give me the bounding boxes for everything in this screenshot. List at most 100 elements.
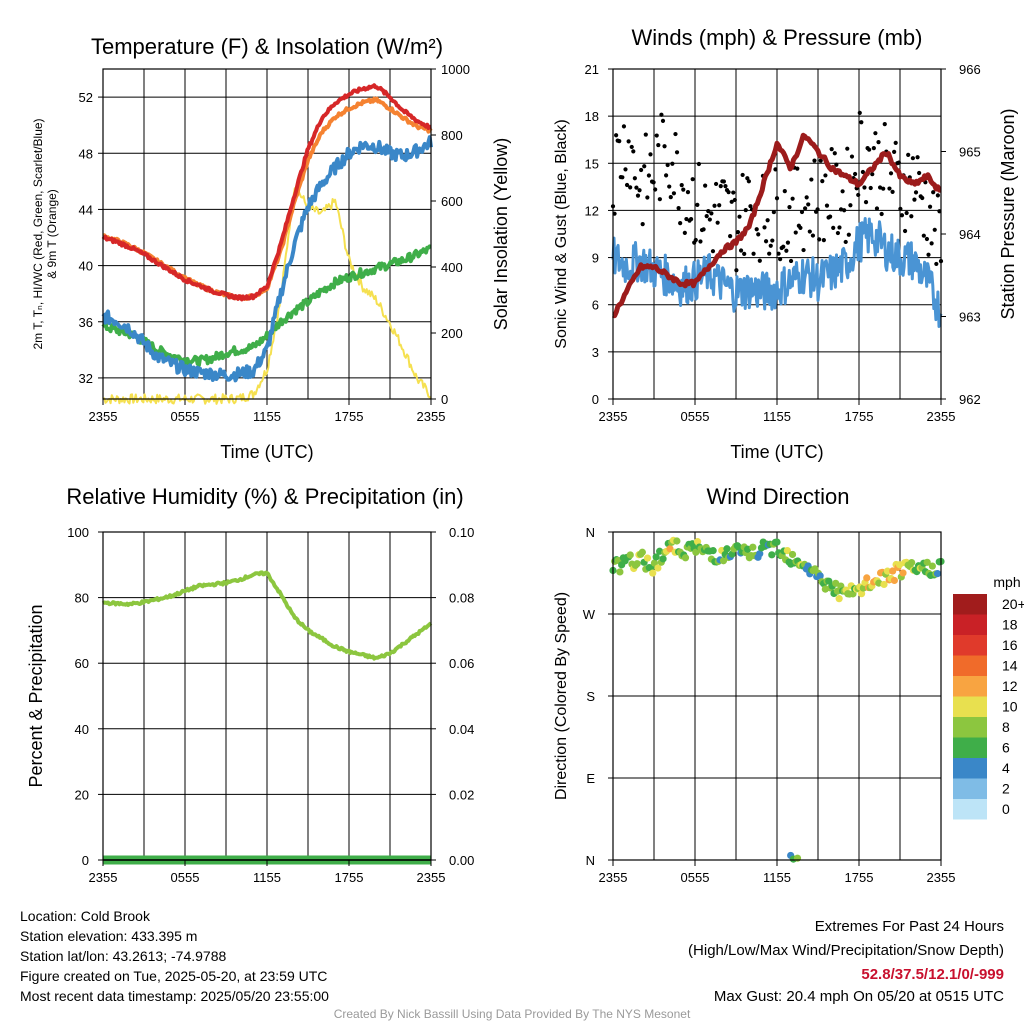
gust-point bbox=[648, 152, 653, 157]
y2-tick-label: 0.02 bbox=[449, 787, 474, 802]
gust-point bbox=[935, 193, 940, 198]
legend-swatch bbox=[953, 676, 987, 697]
gust-point bbox=[664, 173, 669, 178]
direction-point bbox=[783, 546, 791, 555]
direction-point bbox=[650, 559, 659, 567]
legend-label: 18 bbox=[1002, 617, 1018, 633]
legend-label: 12 bbox=[1002, 678, 1018, 694]
gust-point bbox=[829, 147, 834, 152]
gust-point bbox=[798, 225, 803, 231]
gust-point bbox=[696, 161, 702, 167]
direction-point bbox=[923, 558, 931, 566]
gust-point bbox=[704, 214, 709, 219]
direction-point bbox=[883, 567, 892, 575]
gust-point bbox=[795, 166, 800, 171]
legend-swatch bbox=[953, 696, 987, 717]
x-tick-label: 1755 bbox=[335, 409, 364, 424]
gust-point bbox=[673, 131, 678, 137]
gust-point bbox=[876, 140, 881, 145]
gust-point bbox=[734, 268, 739, 273]
gust-point bbox=[626, 139, 631, 144]
pressure-line bbox=[611, 132, 942, 319]
gust-point bbox=[639, 167, 644, 173]
direction-point bbox=[649, 569, 657, 577]
gust-point bbox=[738, 248, 744, 253]
y-tick-label: 48 bbox=[79, 146, 93, 161]
gust-point bbox=[887, 186, 892, 191]
gust-point bbox=[832, 151, 837, 156]
gust-point bbox=[660, 118, 666, 123]
gust-point bbox=[742, 251, 747, 256]
direction-point bbox=[666, 545, 674, 553]
gust-point bbox=[709, 211, 714, 216]
gust-point bbox=[799, 209, 805, 215]
gust-point bbox=[815, 207, 820, 212]
direction-point bbox=[928, 562, 936, 570]
y-tick-label: W bbox=[583, 607, 596, 622]
x-tick-label: 0555 bbox=[171, 870, 200, 885]
x-tick-label: 0555 bbox=[171, 409, 200, 424]
y2-tick-label: 966 bbox=[959, 62, 981, 77]
gust-point bbox=[715, 220, 720, 225]
gust-point bbox=[756, 232, 761, 237]
gust-point bbox=[774, 196, 780, 201]
gust-point bbox=[614, 133, 619, 138]
direction-point bbox=[788, 550, 797, 559]
gust-point bbox=[718, 184, 723, 189]
gust-point bbox=[713, 181, 719, 187]
direction-point bbox=[626, 551, 634, 559]
gust-point bbox=[840, 189, 845, 194]
recent-timestamp: Most recent data timestamp: 2025/05/20 2… bbox=[20, 988, 329, 1004]
legend-swatch bbox=[953, 655, 987, 676]
gust-point bbox=[717, 203, 722, 208]
legend-swatch bbox=[953, 799, 987, 820]
x-tick-label: 2355 bbox=[927, 870, 956, 885]
gust-point bbox=[803, 206, 808, 211]
direction-point bbox=[693, 538, 702, 546]
gust-point bbox=[852, 171, 858, 177]
gust-point bbox=[620, 175, 625, 180]
gust-point bbox=[920, 195, 925, 201]
insolation-line bbox=[102, 187, 432, 405]
gust-point bbox=[784, 248, 789, 253]
direction-point bbox=[756, 550, 764, 558]
x-tick-label: 0555 bbox=[681, 870, 710, 885]
gust-point bbox=[846, 232, 851, 237]
gust-point bbox=[634, 185, 639, 190]
gust-point bbox=[781, 244, 786, 249]
gust-point bbox=[845, 146, 850, 151]
direction-point bbox=[654, 564, 662, 572]
gust-point bbox=[731, 190, 736, 195]
gust-point bbox=[817, 237, 822, 242]
y2-tick-label: 200 bbox=[441, 326, 463, 341]
gust-point bbox=[679, 183, 684, 188]
gust-point bbox=[706, 209, 711, 214]
y2-tick-label: 0.08 bbox=[449, 591, 474, 606]
direction-point bbox=[899, 569, 907, 577]
extremes-values: 52.8/37.5/12.1/0/-999 bbox=[861, 966, 1004, 983]
y-tick-label: 44 bbox=[79, 202, 93, 217]
gust-point bbox=[870, 172, 875, 177]
gust-point bbox=[820, 179, 825, 184]
gust-point bbox=[670, 161, 675, 166]
legend-label: 20+ bbox=[1002, 596, 1024, 612]
gust-point bbox=[674, 150, 680, 155]
gust-point bbox=[685, 190, 691, 195]
legend-label: 8 bbox=[1002, 719, 1010, 735]
direction-point bbox=[723, 545, 731, 553]
gust-point bbox=[848, 203, 853, 208]
gust-point bbox=[645, 195, 650, 200]
y-tick-label: 60 bbox=[75, 656, 89, 671]
y2-axis-title: Solar Insolation (Yellow) bbox=[491, 138, 511, 330]
x-tick-label: 2355 bbox=[89, 870, 118, 885]
x-tick-label: 1155 bbox=[763, 870, 791, 885]
gust-point bbox=[863, 200, 869, 205]
gust-point bbox=[621, 124, 627, 129]
y-tick-label: 3 bbox=[592, 345, 599, 360]
gust-point bbox=[804, 195, 809, 200]
y-tick-label: 80 bbox=[75, 591, 89, 606]
legend-label: 6 bbox=[1002, 740, 1010, 756]
gust-point bbox=[637, 188, 642, 193]
y2-tick-label: 400 bbox=[441, 260, 463, 275]
gust-point bbox=[899, 213, 905, 218]
